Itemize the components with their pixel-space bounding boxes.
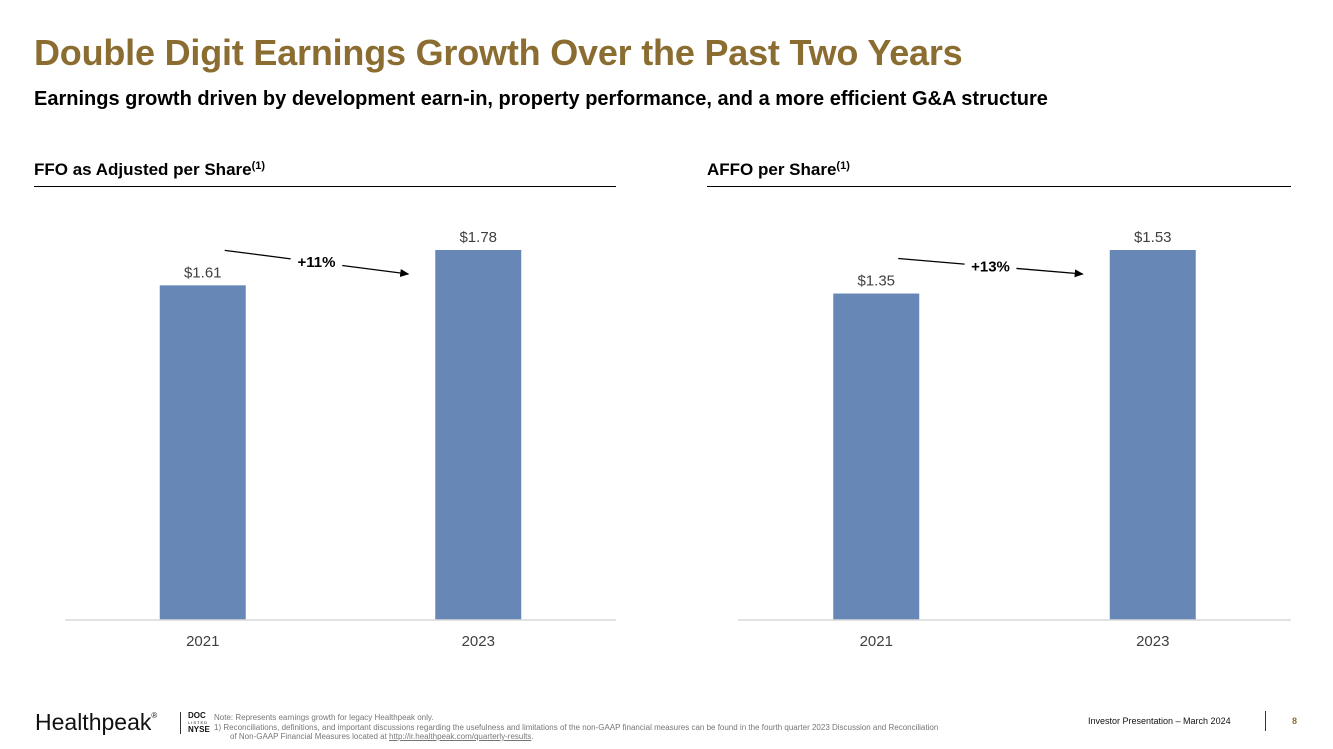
ffo-chart-title-text: FFO as Adjusted per Share	[34, 160, 252, 179]
page-subtitle: Earnings growth driven by development ea…	[34, 88, 1048, 110]
ticker-symbol: DOC	[188, 711, 206, 720]
growth-arrow-head	[342, 264, 410, 277]
note-line-3: of Non-GAAP Financial Measures located a…	[214, 732, 1114, 742]
logo-text: Healthpeak	[35, 709, 152, 735]
presentation-label: Investor Presentation – March 2024	[1088, 716, 1231, 726]
ffo-title-rule	[34, 186, 616, 187]
growth-annotation: +11%	[298, 254, 336, 271]
note-line-3-suffix: .	[531, 732, 534, 741]
note-line-1: Note: Represents earnings growth for leg…	[214, 713, 434, 722]
affo-chart-title: AFFO per Share(1)	[707, 160, 850, 180]
x-tick-label-2021: 2021	[186, 633, 219, 650]
bar-2023	[1109, 250, 1196, 620]
ffo-chart-title: FFO as Adjusted per Share(1)	[34, 160, 265, 180]
growth-arrow-tail	[224, 249, 291, 260]
affo-chart-title-text: AFFO per Share	[707, 160, 837, 179]
nyse-ticker-badge: DOC LISTED NYSE	[188, 711, 210, 734]
affo-bar-chart: $1.35 2021 $1.53 2023 +13%	[738, 229, 1291, 650]
ffo-footnote-marker: (1)	[251, 160, 266, 172]
quarterly-results-link[interactable]: http://ir.healthpeak.com/quarterly-resul…	[389, 732, 532, 741]
logo-registered-mark: ®	[151, 711, 158, 720]
ticker-listed: LISTED	[188, 720, 209, 725]
data-label-2021: $1.61	[184, 264, 222, 281]
note-line-3-prefix: of Non-GAAP Financial Measures located a…	[230, 732, 390, 741]
affo-title-rule	[707, 186, 1291, 187]
x-tick-label-2023: 2023	[1136, 633, 1169, 650]
growth-arrow-head	[1016, 267, 1084, 278]
bar-2021	[833, 293, 920, 620]
ticker-exchange: NYSE	[188, 725, 210, 734]
footer-divider	[1265, 711, 1266, 731]
footnotes: Note: Represents earnings growth for leg…	[214, 713, 1114, 742]
x-tick-label-2021: 2021	[860, 633, 893, 650]
bar-2023	[435, 250, 522, 620]
page-number: 8	[1292, 716, 1298, 726]
x-tick-label-2023: 2023	[462, 633, 495, 650]
data-label-2023: $1.78	[459, 229, 497, 246]
data-label-2021: $1.35	[857, 273, 895, 290]
data-label-2023: $1.53	[1134, 229, 1172, 246]
healthpeak-logo: Healthpeak®	[35, 709, 157, 736]
affo-footnote-marker: (1)	[836, 160, 850, 172]
page-title: Double Digit Earnings Growth Over the Pa…	[34, 32, 963, 73]
logo-divider	[180, 712, 181, 734]
growth-arrow-tail	[898, 257, 965, 265]
bar-2021	[159, 285, 246, 620]
note-line-2: 1) Reconciliations, definitions, and imp…	[214, 722, 939, 732]
ffo-bar-chart: $1.61 2021 $1.78 2023 +11%	[65, 229, 616, 650]
growth-annotation: +13%	[971, 258, 1010, 275]
